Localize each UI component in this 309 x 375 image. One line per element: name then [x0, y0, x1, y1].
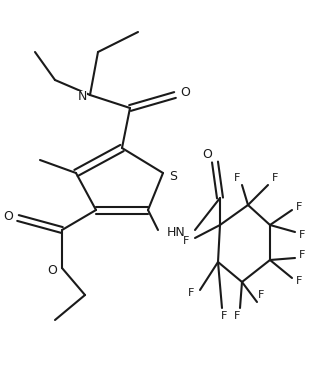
- Text: N: N: [77, 90, 87, 104]
- Text: HN: HN: [167, 225, 186, 238]
- Text: F: F: [183, 236, 189, 246]
- Text: F: F: [272, 173, 278, 183]
- Text: F: F: [221, 311, 227, 321]
- Text: F: F: [296, 276, 302, 286]
- Text: F: F: [234, 311, 240, 321]
- Text: F: F: [258, 290, 264, 300]
- Text: F: F: [188, 288, 194, 298]
- Text: S: S: [169, 170, 177, 183]
- Text: O: O: [180, 87, 190, 99]
- Text: F: F: [299, 230, 305, 240]
- Text: O: O: [3, 210, 13, 222]
- Text: F: F: [296, 202, 302, 212]
- Text: F: F: [299, 250, 305, 260]
- Text: O: O: [47, 264, 57, 278]
- Text: F: F: [234, 173, 240, 183]
- Text: O: O: [202, 147, 212, 160]
